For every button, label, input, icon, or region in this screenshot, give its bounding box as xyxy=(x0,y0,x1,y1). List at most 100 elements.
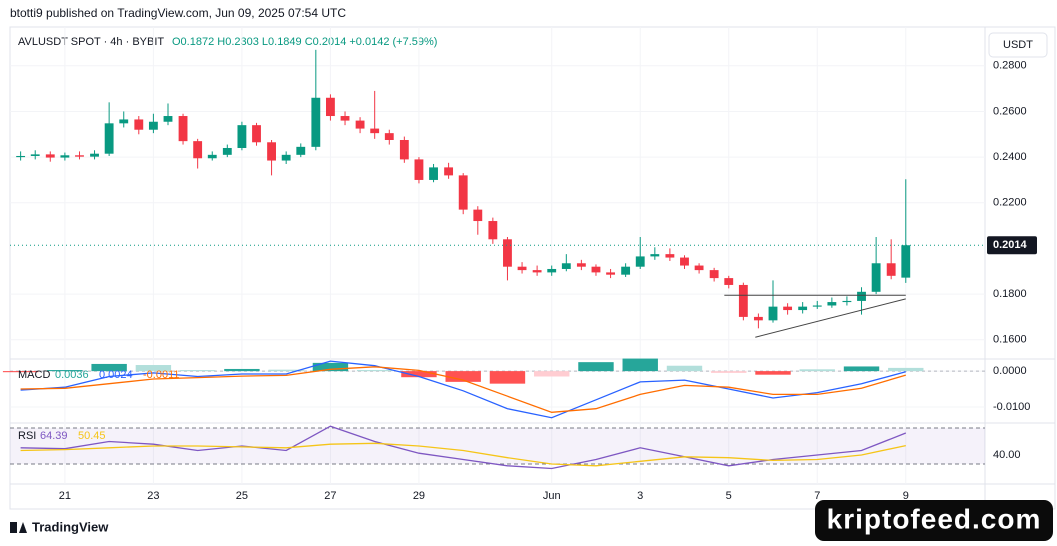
candle-body xyxy=(783,306,793,311)
pane-label: RSI xyxy=(18,430,36,442)
y-tick-label: 0.1600 xyxy=(993,334,1027,346)
candle-body xyxy=(606,272,616,275)
x-tick-label: 21 xyxy=(59,490,71,502)
candle-body xyxy=(444,167,454,176)
candle-body xyxy=(134,119,144,130)
histogram-bar xyxy=(799,369,835,372)
byline: btotti9 published on TradingView.com, Ju… xyxy=(10,6,346,20)
x-tick-label: 9 xyxy=(903,490,909,502)
x-tick-label: 7 xyxy=(814,490,820,502)
candle-body xyxy=(871,263,881,292)
candle-body xyxy=(281,154,291,161)
candle-body xyxy=(148,121,158,130)
x-tick-label: Jun xyxy=(543,490,561,502)
legend-value: -0.0011 xyxy=(143,369,180,381)
candle-body xyxy=(429,167,438,180)
candle-body xyxy=(886,263,896,276)
candle-body xyxy=(90,153,99,157)
tradingview-logo: TradingView xyxy=(10,519,109,534)
legend-value: 0.0024 xyxy=(99,369,133,381)
candle-body xyxy=(812,305,822,307)
x-tick-label: 23 xyxy=(147,490,159,502)
candle-body xyxy=(75,155,84,157)
histogram-bar xyxy=(489,371,526,384)
candle-body xyxy=(414,159,424,180)
histogram-bar xyxy=(666,365,703,372)
candle-body xyxy=(193,141,203,159)
y-tick-label: -0.0100 xyxy=(993,401,1030,413)
histogram-bar xyxy=(843,366,880,372)
histogram-bar xyxy=(224,368,260,372)
indicator-line xyxy=(20,442,906,467)
currency-label[interactable]: USDT xyxy=(1003,39,1033,51)
candle-body xyxy=(488,221,498,240)
candle-body xyxy=(384,133,394,140)
candle-body xyxy=(635,256,645,267)
candle-body xyxy=(296,146,306,155)
candle-body xyxy=(827,302,837,306)
candle-body xyxy=(311,97,321,147)
histogram-bar xyxy=(622,358,658,372)
x-tick-label: 5 xyxy=(726,490,732,502)
x-tick-label: 27 xyxy=(324,490,336,502)
y-tick-label: 0.2200 xyxy=(993,197,1027,209)
candle-body xyxy=(237,125,247,148)
candle-body xyxy=(252,125,261,143)
watermark-box xyxy=(815,500,1053,541)
last-price-tag xyxy=(987,236,1037,255)
candle-body xyxy=(473,209,483,222)
candle-body xyxy=(561,263,571,269)
y-tick-label: 40.00 xyxy=(993,449,1021,461)
ohlc-legend: O0.1872 H0.2303 L0.1849 C0.2014 +0.0142 … xyxy=(172,36,437,48)
candle-body xyxy=(576,263,586,267)
legend-value: 64.39 xyxy=(40,430,68,442)
y-tick-label: 0.2400 xyxy=(993,151,1027,163)
candle-body xyxy=(119,119,129,124)
logo-icon xyxy=(19,522,27,533)
indicator-line xyxy=(20,360,906,419)
candle-body xyxy=(842,300,852,303)
candle-body xyxy=(621,266,631,275)
candle-body xyxy=(738,284,748,317)
x-tick-label: 3 xyxy=(637,490,643,502)
candle-body xyxy=(768,306,778,321)
candle-body xyxy=(665,254,675,258)
brand: TradingView xyxy=(32,519,109,534)
candle-body xyxy=(694,265,704,271)
candle-body xyxy=(547,268,557,273)
y-tick-label: 0.2800 xyxy=(993,60,1027,72)
candle-body xyxy=(458,175,468,210)
candle-body xyxy=(104,123,114,154)
candle-body xyxy=(901,245,911,278)
currency-button[interactable] xyxy=(988,32,1048,58)
legend-value: 0.0036 xyxy=(55,369,89,381)
candle-body xyxy=(680,257,689,266)
candle-body xyxy=(591,266,601,273)
histogram-bar xyxy=(888,367,924,372)
symbol-title: AVLUSDT SPOT · 4h · BYBIT xyxy=(18,36,164,48)
candle-body xyxy=(222,147,232,155)
histogram-bar xyxy=(2,371,39,373)
indicator-line xyxy=(20,366,906,413)
trendline xyxy=(755,298,906,338)
candle-body xyxy=(60,155,70,158)
histogram-bar xyxy=(578,362,614,372)
candle-body xyxy=(753,316,763,321)
candle-body xyxy=(163,116,173,122)
candle-body xyxy=(709,270,719,279)
histogram-bar xyxy=(135,365,172,372)
histogram-bar xyxy=(534,371,570,377)
candle-body xyxy=(16,155,26,158)
candle-body xyxy=(532,270,542,273)
candle-body xyxy=(178,116,188,142)
candle-body xyxy=(340,116,350,121)
y-tick-label: 0.2600 xyxy=(993,105,1027,117)
histogram-bar xyxy=(445,371,481,382)
histogram-bar xyxy=(268,369,304,372)
candle-body xyxy=(267,142,276,161)
histogram-bar xyxy=(47,370,83,372)
x-tick-label: 25 xyxy=(236,490,248,502)
candle-body xyxy=(45,154,55,158)
